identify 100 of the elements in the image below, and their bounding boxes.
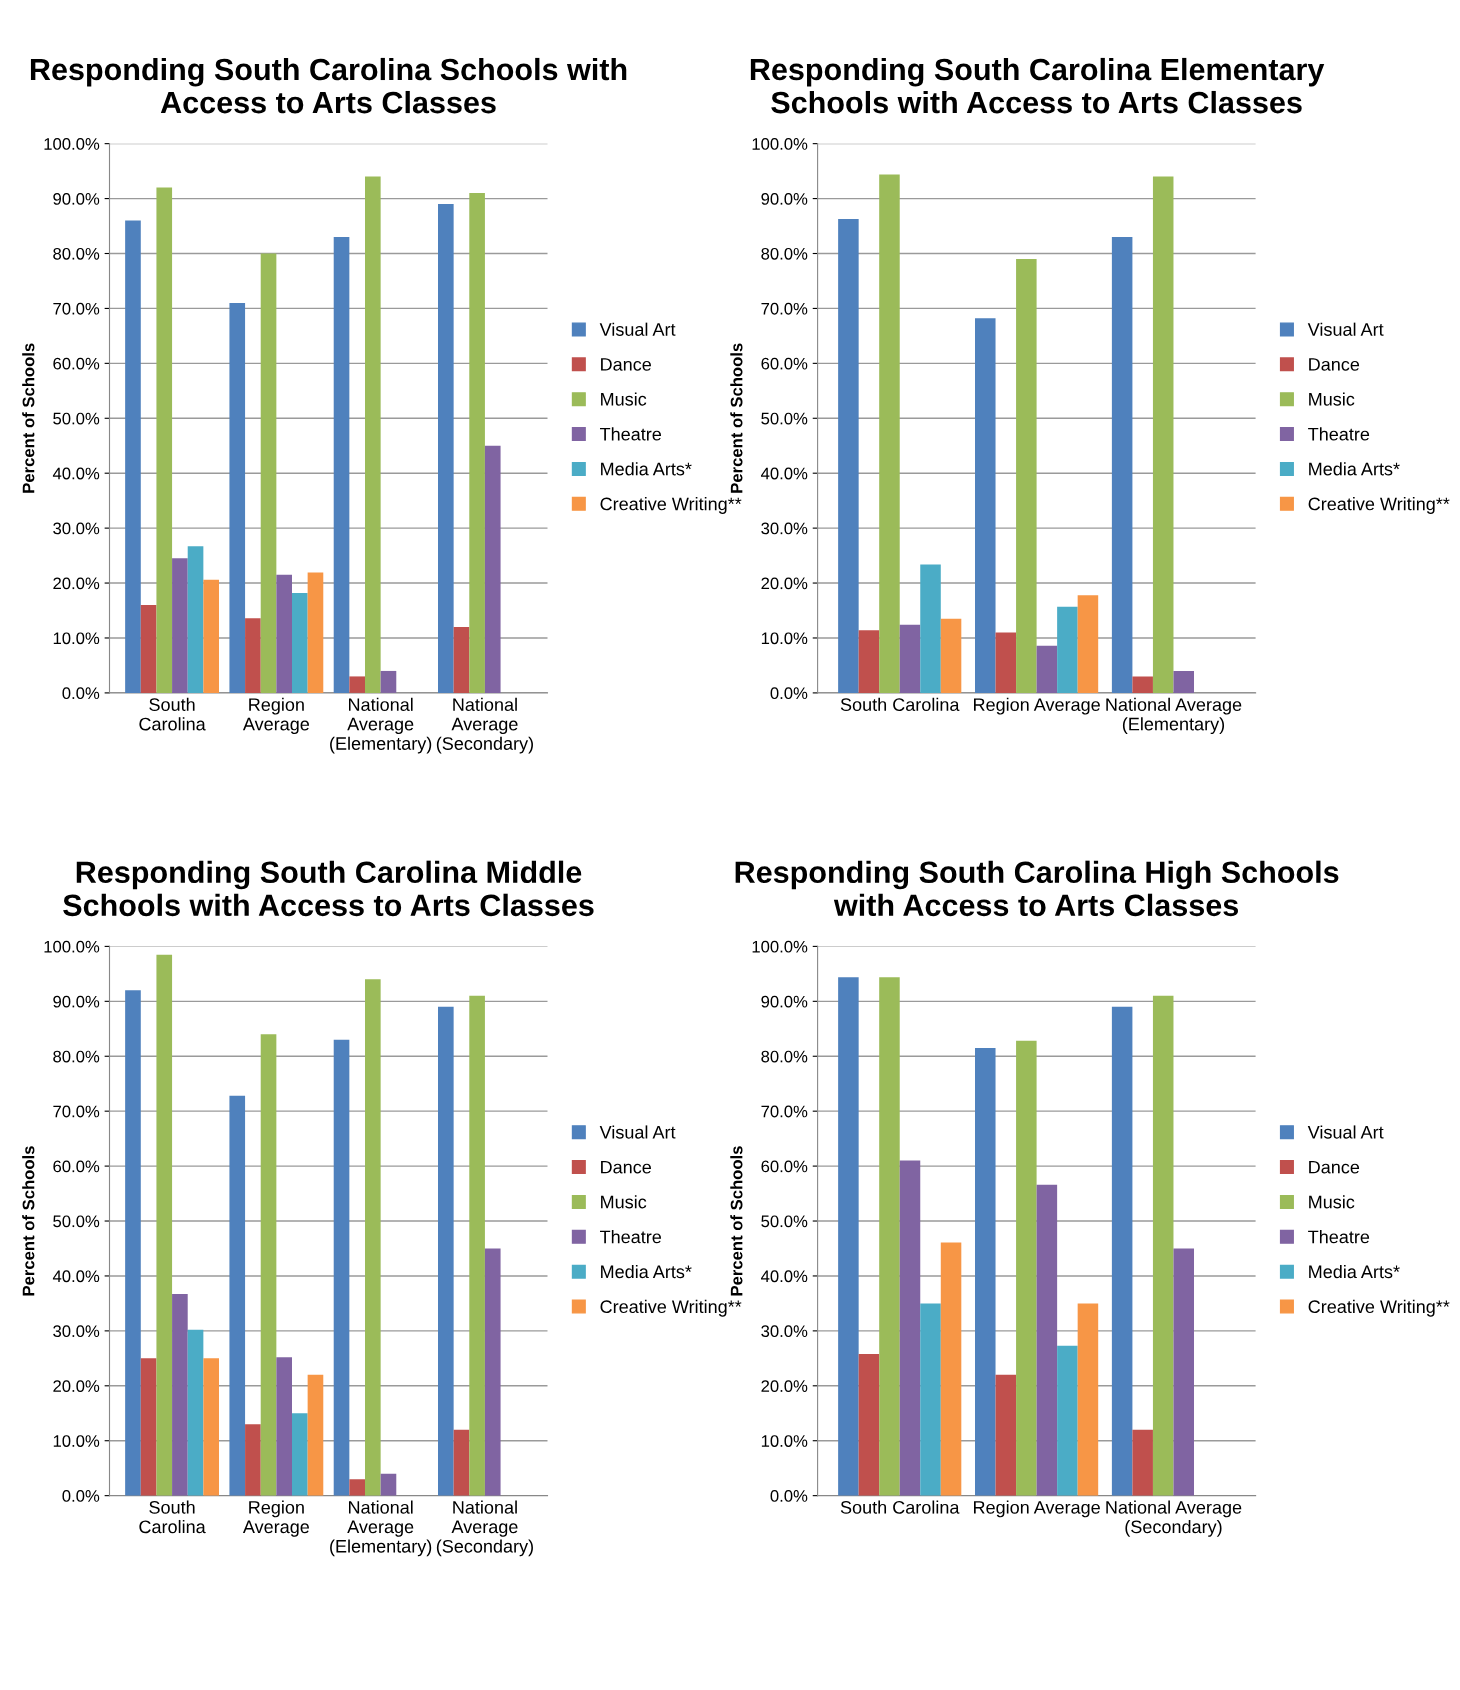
bar: [858, 1353, 880, 1496]
y-tick-label: 20.0%: [761, 577, 808, 590]
y-tick-label: 90.0%: [53, 192, 100, 205]
x-tick-label: National Average (Secondary): [436, 1500, 533, 1557]
y-tick-label: 10.0%: [761, 1435, 808, 1447]
legend-label: Music: [1309, 392, 1355, 406]
y-tick-label: 60.0%: [53, 1160, 100, 1173]
bar: [484, 1248, 501, 1496]
y-tick-label: 90.0%: [761, 995, 808, 1008]
legend-label: Visual Art: [1307, 1125, 1384, 1139]
legend-label: Visual Art: [599, 322, 676, 336]
x-tick-label: National Average (Elementary): [330, 697, 432, 754]
bar: [940, 1242, 962, 1496]
legend-label: Theatre: [1308, 427, 1370, 441]
bar: [1132, 1429, 1153, 1496]
x-tick-label: South Carolina: [139, 697, 206, 731]
legend-label: Music: [601, 392, 647, 406]
legend-label: Theatre: [600, 427, 662, 441]
chart-title: Responding South Carolina Elementary Schools with Access to Arts Classes: [750, 57, 1325, 114]
legend-label: Media Arts*: [1309, 462, 1400, 476]
x-tick-label: South Carolina: [139, 1500, 206, 1534]
bar: [469, 995, 485, 1496]
bar: [365, 979, 381, 1496]
bar: [1077, 595, 1099, 693]
bar: [920, 564, 941, 693]
y-tick-label: 100.0%: [44, 138, 100, 150]
bar: [292, 1413, 308, 1496]
bar: [879, 977, 900, 1496]
bar: [125, 990, 141, 1496]
bar: [1057, 1345, 1078, 1496]
bar: [187, 1329, 204, 1496]
y-tick-label: 20.0%: [53, 1380, 100, 1392]
bar: [307, 572, 324, 693]
legend-label: Music: [1309, 1195, 1355, 1209]
bar: [172, 1294, 188, 1496]
legend-label: Music: [601, 1195, 647, 1209]
y-tick-label: 50.0%: [761, 1215, 808, 1228]
chart-title: Responding South Carolina High Schools with Access to Arts Classes: [735, 860, 1339, 917]
bar: [1152, 176, 1174, 693]
bar: [1111, 1006, 1133, 1496]
y-tick-label: 10.0%: [53, 1435, 100, 1447]
bar: [333, 1039, 350, 1496]
bar: [1057, 606, 1078, 693]
bar: [838, 977, 859, 1496]
y-tick-label: 50.0%: [53, 1215, 100, 1228]
bar: [307, 1374, 324, 1496]
x-tick-label: Region Average: [974, 697, 1100, 715]
bar: [276, 574, 292, 693]
y-tick-label: 10.0%: [53, 632, 100, 645]
y-tick-label: 100.0%: [752, 138, 808, 150]
y-tick-label: 40.0%: [761, 1270, 808, 1283]
bar: [203, 579, 219, 693]
y-tick-label: 0.0%: [770, 1490, 808, 1502]
y-tick-label: 70.0%: [761, 1105, 808, 1118]
bar: [172, 558, 188, 693]
y-tick-label: 40.0%: [761, 467, 808, 480]
legend-label: Dance: [601, 1160, 651, 1174]
x-tick-label: National Average (Elementary): [1106, 697, 1242, 735]
x-tick-label: Region Average: [242, 1500, 310, 1537]
bar: [156, 954, 173, 1496]
legend-label: Creative Writing**: [1308, 497, 1450, 514]
y-axis-title: Percent of Schools: [22, 343, 35, 493]
bar: [140, 1358, 157, 1496]
y-tick-label: 60.0%: [53, 357, 100, 370]
bar: [975, 1048, 996, 1496]
legend-label: Theatre: [1308, 1230, 1370, 1244]
bar: [1173, 670, 1195, 693]
y-tick-label: 40.0%: [52, 467, 100, 480]
legend-label: Visual Art: [599, 1125, 676, 1139]
bar: [838, 218, 859, 693]
y-tick-label: 100.0%: [752, 940, 808, 953]
bar: [453, 626, 470, 693]
y-tick-label: 0.0%: [62, 687, 100, 700]
bar: [333, 237, 350, 693]
y-tick-label: 100.0%: [44, 940, 100, 953]
bar: [229, 1095, 246, 1496]
legend-label: Creative Writing**: [600, 1299, 742, 1317]
bar: [349, 676, 365, 693]
bar: [187, 546, 204, 693]
bar: [469, 193, 485, 693]
y-axis-title: Percent of Schools: [730, 1146, 743, 1296]
bar: [245, 1424, 261, 1496]
y-tick-label: 70.0%: [53, 1105, 100, 1118]
bar: [1036, 1184, 1058, 1496]
bar: [940, 618, 962, 693]
bar: [125, 220, 141, 693]
bar: [1111, 237, 1133, 693]
legend-label: Creative Writing**: [1308, 1299, 1450, 1317]
bar: [1132, 676, 1153, 693]
legend-label: Media Arts*: [601, 1264, 692, 1279]
y-axis-title: Percent of Schools: [730, 343, 743, 493]
bar: [380, 670, 397, 693]
y-axis-title: Percent of Schools: [22, 1146, 35, 1296]
x-tick-label: National Average (Secondary): [1106, 1500, 1242, 1537]
y-tick-label: 50.0%: [53, 412, 100, 425]
bar: [879, 174, 900, 693]
bar: [858, 630, 880, 693]
bar: [975, 318, 996, 693]
bar: [156, 187, 173, 693]
y-tick-label: 90.0%: [761, 192, 808, 205]
